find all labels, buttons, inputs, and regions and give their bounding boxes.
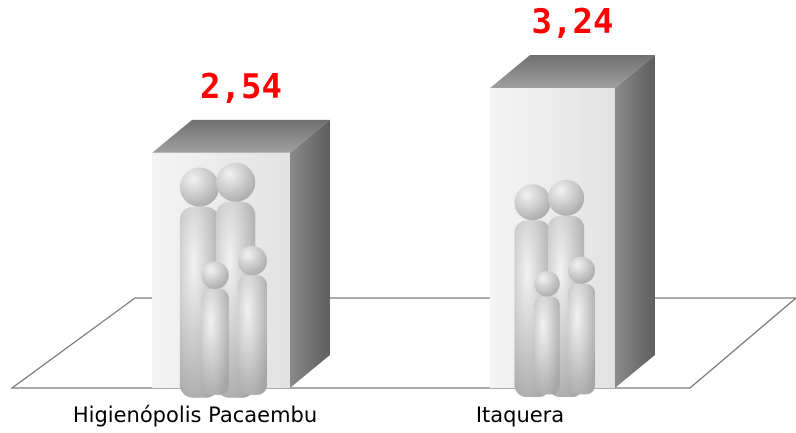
x-tick-label: Higienópolis Pacaembu [73, 403, 317, 427]
figure [201, 261, 229, 290]
bar [490, 55, 655, 398]
figure [567, 283, 596, 395]
figure [547, 179, 585, 216]
figure [534, 271, 560, 297]
figure [216, 162, 256, 202]
value-label: 3,24 [532, 2, 614, 42]
value-label: 2,54 [200, 67, 282, 107]
bar-side [615, 55, 655, 388]
figure [567, 256, 596, 284]
bar-top [490, 55, 655, 88]
figure [514, 184, 551, 221]
figure [237, 245, 268, 276]
x-tick-label: Itaquera [476, 403, 564, 427]
figure [179, 167, 220, 207]
floor [10, 297, 796, 389]
figure [534, 296, 560, 395]
figure [237, 275, 268, 395]
bar [152, 119, 330, 398]
bar-top [152, 119, 330, 153]
figure [201, 289, 229, 395]
bar-side [290, 119, 330, 388]
